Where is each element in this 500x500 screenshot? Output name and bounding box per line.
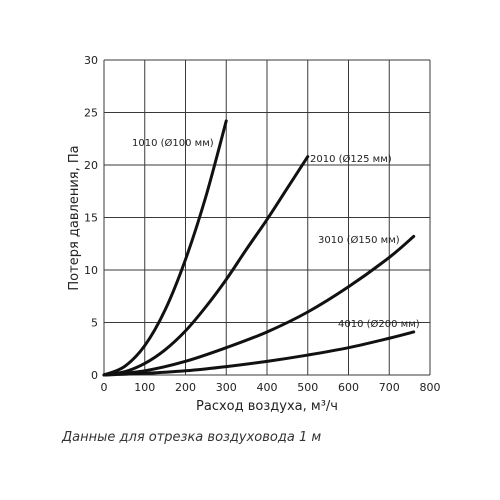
series-label-4: 4010 (Ø200 мм): [338, 318, 420, 330]
y-tick-label: 30: [84, 54, 98, 67]
series-label-2: 2010 (Ø125 мм): [310, 153, 392, 165]
y-tick-label: 0: [91, 369, 98, 382]
x-tick-label: 800: [420, 381, 441, 394]
series-curve-1: [102, 119, 228, 377]
chart-caption: Данные для отрезка воздуховода 1 м: [62, 430, 322, 445]
y-tick-label: 25: [84, 107, 98, 120]
y-axis-title: Потеря давления, Па: [67, 145, 82, 290]
x-tick-label: 0: [101, 381, 108, 394]
y-tick-label: 10: [84, 264, 98, 277]
x-tick-label: 300: [216, 381, 237, 394]
x-tick-label: 100: [134, 381, 155, 394]
x-tick-label: 400: [257, 381, 278, 394]
x-tick-label: 700: [379, 381, 400, 394]
x-axis-title: Расход воздуха, м³/ч: [196, 399, 338, 414]
series-curve-2: [102, 155, 310, 377]
series-labels: 1010 (Ø100 мм) 2010 (Ø125 мм) 3010 (Ø150 м…: [132, 137, 420, 330]
series-curve-4: [102, 330, 416, 377]
x-tick-label: 500: [297, 381, 318, 394]
series-label-1: 1010 (Ø100 мм): [132, 137, 214, 149]
series-curve-3: [102, 234, 416, 377]
y-tick-labels: 0 5 10 15 20 25 30: [84, 54, 98, 382]
x-tick-label: 200: [175, 381, 196, 394]
curves: [102, 119, 416, 377]
x-tick-labels: 0 100 200 300 400 500 600 700 800: [101, 381, 441, 394]
x-tick-label: 600: [338, 381, 359, 394]
y-tick-label: 20: [84, 159, 98, 172]
series-label-3: 3010 (Ø150 мм): [318, 234, 400, 246]
y-tick-label: 15: [84, 212, 98, 225]
y-tick-label: 5: [91, 317, 98, 330]
